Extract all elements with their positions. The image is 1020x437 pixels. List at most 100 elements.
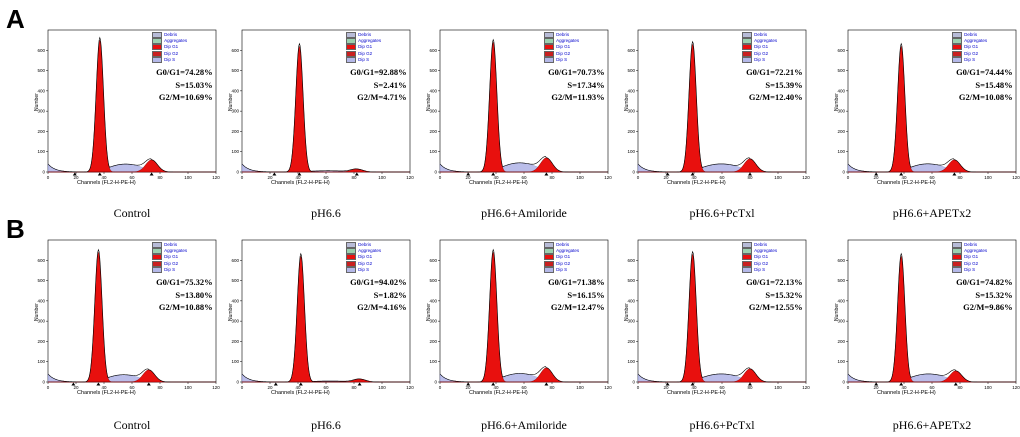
stat-line: S=13.80% xyxy=(175,289,213,300)
stat-line: G2/M=12.47% xyxy=(550,302,605,312)
legend-item: Dip G2 xyxy=(742,260,777,267)
x-tick-label: 20 xyxy=(465,385,471,390)
histogram-a-5: 0 100 200 300 400 500 600 0 20 40 60 80 100 120 Channe… xyxy=(834,29,1020,212)
x-axis-label: Channels (FL2-H-PE-H) xyxy=(877,180,936,186)
histogram-caption: pH6.6 xyxy=(311,206,341,220)
cell-cycle-stats: G0/G1=94.02% S=1.82% G2/M=4.16% xyxy=(319,276,407,314)
x-tick-label: 0 xyxy=(439,175,442,180)
x-tick-label: 0 xyxy=(439,385,442,390)
x-tick-label: 100 xyxy=(184,385,192,390)
legend-label: Dip S xyxy=(754,56,766,62)
legend-item: Dip G2 xyxy=(952,50,987,57)
y-tick-label: 500 xyxy=(627,68,635,73)
legend-item: Dip G2 xyxy=(544,260,579,267)
legend-swatch xyxy=(152,50,163,57)
legend-swatch xyxy=(952,260,963,267)
dip-g1-peak xyxy=(48,251,216,383)
cell-cycle-stats: G0/G1=74.82% S=15.32% G2/M=9.86% xyxy=(925,276,1013,314)
histogram-caption: pH6.6+PcTxl xyxy=(689,418,755,432)
histogram-a-4: 0 100 200 300 400 500 600 0 20 40 60 80 100 120 Channe… xyxy=(624,29,836,212)
legend-item: Dip G1 xyxy=(346,44,381,51)
legend-label: Dip S xyxy=(556,56,568,62)
legend-item: Dip S xyxy=(952,56,987,63)
y-tick-label: 200 xyxy=(837,129,845,134)
x-tick-label: 100 xyxy=(984,385,992,390)
x-tick-label: 20 xyxy=(267,175,273,180)
x-axis-label: Channels (FL2-H-PE-H) xyxy=(77,180,136,186)
y-tick-label: 200 xyxy=(231,339,239,344)
legend: Debris Aggregates Dip G1 Dip G2 Dip S xyxy=(742,32,777,63)
y-tick-label: 100 xyxy=(837,149,845,154)
histogram-caption: Control xyxy=(113,418,151,432)
legend-label: Aggregates xyxy=(964,248,988,254)
y-tick-label: 500 xyxy=(837,68,845,73)
legend-label: Dip G2 xyxy=(556,260,571,266)
histogram-outline xyxy=(637,250,806,383)
legend-label: Debris xyxy=(164,242,178,248)
legend-label: Aggregates xyxy=(164,38,188,44)
legend-swatch xyxy=(742,56,753,63)
y-tick-label: 600 xyxy=(627,48,635,53)
y-tick-label: 0 xyxy=(842,170,845,175)
x-tick-label: 100 xyxy=(378,385,386,390)
legend-swatch xyxy=(544,260,555,267)
y-tick-label: 0 xyxy=(842,380,845,385)
stat-line: G0/G1=72.21% xyxy=(746,67,803,77)
stat-line: S=1.82% xyxy=(373,289,407,300)
stat-line: S=15.39% xyxy=(765,79,803,90)
stat-line: G2/M=10.69% xyxy=(158,92,213,102)
stat-line: G0/G1=71.38% xyxy=(548,277,605,287)
stat-line: G0/G1=70.73% xyxy=(548,67,605,77)
histogram-outline xyxy=(439,248,608,383)
legend-swatch xyxy=(152,44,163,51)
dip-s-area xyxy=(439,373,608,383)
x-tick-label: 100 xyxy=(774,385,782,390)
x-tick-label: 40 xyxy=(101,175,107,180)
legend-label: Dip G1 xyxy=(358,44,373,50)
histogram-outline xyxy=(847,252,1016,383)
y-tick-label: 100 xyxy=(231,359,239,364)
legend-item: Debris xyxy=(152,32,187,38)
g2-peak-marker xyxy=(354,172,359,176)
legend-swatch xyxy=(346,32,357,38)
histogram-caption: pH6.6+APETx2 xyxy=(892,418,972,432)
legend-swatch xyxy=(346,38,357,45)
legend: Debris Aggregates Dip G1 Dip G2 Dip S xyxy=(346,32,381,63)
y-tick-label: 100 xyxy=(627,149,635,154)
debris-marker xyxy=(272,172,277,176)
legend-item: Dip G1 xyxy=(742,44,777,51)
x-tick-label: 40 xyxy=(691,385,697,390)
legend-label: Debris xyxy=(164,32,178,38)
legend-label: Dip G2 xyxy=(754,50,769,56)
legend-item: Dip G1 xyxy=(346,254,381,261)
dip-s-area xyxy=(637,373,806,383)
legend-label: Debris xyxy=(754,32,768,38)
panel-letter-b: B xyxy=(6,214,25,244)
y-tick-label: 300 xyxy=(37,109,45,114)
legend-label: Dip G1 xyxy=(754,44,769,50)
g2-peak-marker xyxy=(544,172,549,176)
legend-label: Debris xyxy=(358,32,372,38)
x-tick-label: 120 xyxy=(802,385,810,390)
legend-item: Debris xyxy=(346,242,381,248)
histogram-caption: pH6.6 xyxy=(311,418,341,432)
stat-line: S=15.03% xyxy=(175,79,213,90)
x-tick-label: 20 xyxy=(873,385,879,390)
y-tick-label: 600 xyxy=(837,258,845,263)
debris-marker xyxy=(273,382,278,386)
legend-swatch xyxy=(544,242,555,248)
x-tick-label: 60 xyxy=(719,385,725,390)
cell-cycle-stats: G0/G1=75.32% S=13.80% G2/M=10.88% xyxy=(125,276,213,314)
histogram-svg: 0 100 200 300 400 500 600 0 20 40 60 80 100 120 xyxy=(37,239,220,390)
legend-swatch xyxy=(952,248,963,255)
y-tick-label: 400 xyxy=(837,88,845,93)
g2-peak-marker xyxy=(544,382,549,386)
histogram-outline xyxy=(47,36,216,173)
y-tick-label: 500 xyxy=(837,278,845,283)
stat-line: G0/G1=94.02% xyxy=(350,277,407,287)
legend-label: Dip G1 xyxy=(556,44,571,50)
y-tick-label: 400 xyxy=(837,298,845,303)
x-tick-label: 20 xyxy=(73,385,79,390)
histogram-svg: 0 100 200 300 400 500 600 0 20 40 60 80 100 120 xyxy=(837,239,1020,390)
legend-label: Dip S xyxy=(964,266,976,272)
